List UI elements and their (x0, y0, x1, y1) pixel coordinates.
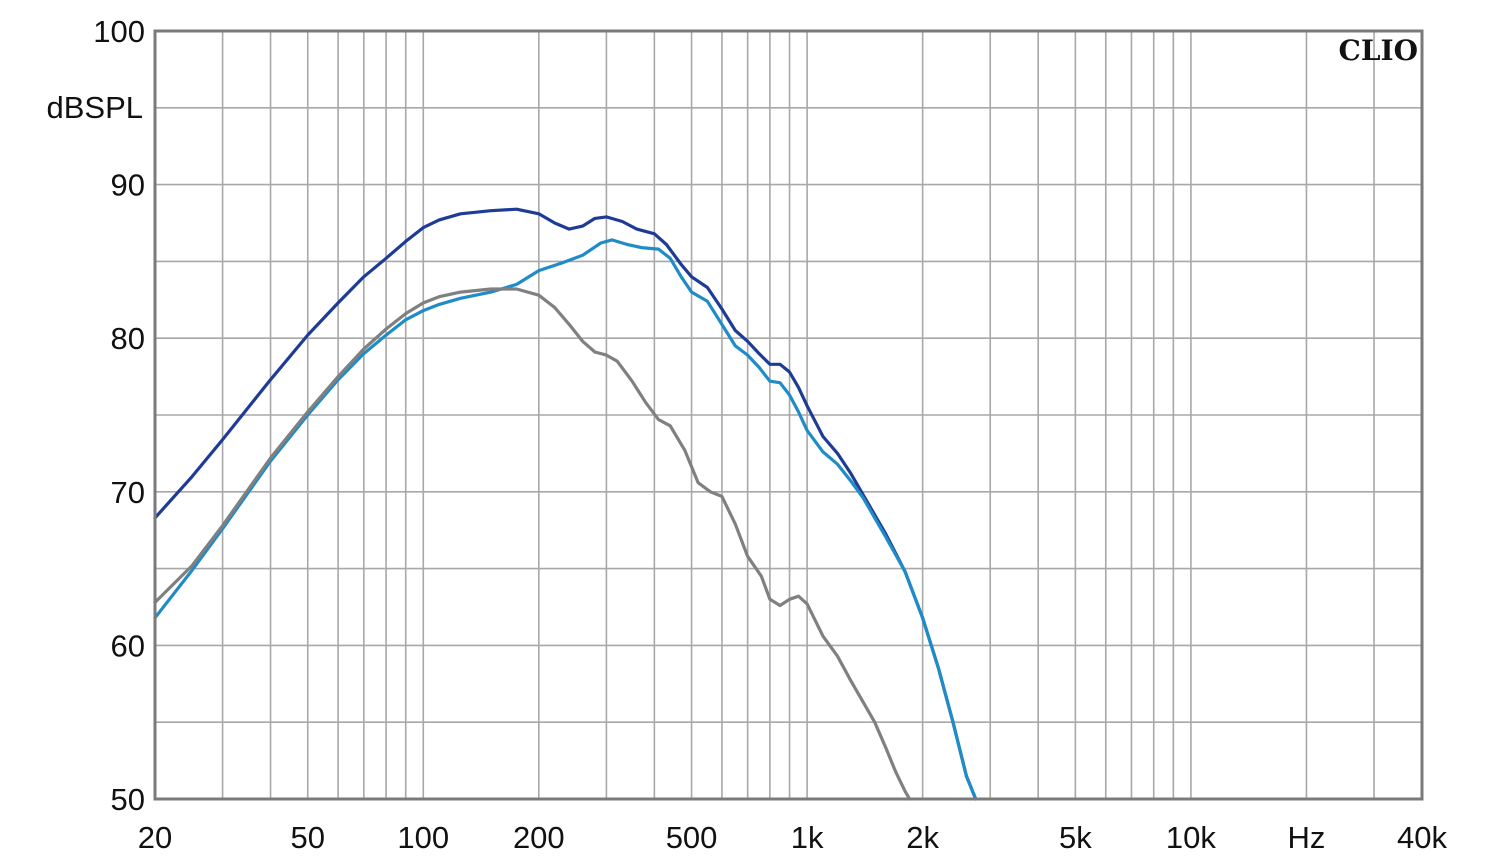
plot-frame (153, 29, 1424, 801)
y-tick-label: 90 (111, 168, 145, 203)
x-tick-label: 5k (1059, 820, 1092, 855)
x-tick-label: 1k (791, 820, 824, 855)
y-tick-label: 100 (93, 14, 145, 49)
grid (155, 31, 1422, 799)
y-tick-label: 60 (111, 628, 145, 663)
series-line-2 (153, 238, 978, 801)
x-tick-label: 50 (290, 820, 324, 855)
x-tick-label: 40k (1397, 820, 1447, 855)
x-tick-label: 200 (513, 820, 565, 855)
y-tick-label: 70 (111, 475, 145, 510)
x-tick-label: 100 (397, 820, 449, 855)
x-tick-label: 10k (1166, 820, 1216, 855)
series-lines (153, 207, 978, 801)
x-tick-label: 20 (138, 820, 172, 855)
x-unit-label: Hz (1288, 820, 1326, 855)
y-tick-label: 50 (111, 782, 145, 817)
x-tick-labels: 20 50 100 200 500 1k 2k 5k 10k 40k Hz (138, 820, 1448, 855)
x-tick-label: 500 (666, 820, 718, 855)
clio-logo-text: CLIO (1339, 34, 1418, 67)
x-tick-label: 2k (906, 820, 939, 855)
series-line-1 (153, 207, 978, 801)
series-line-3 (153, 287, 912, 801)
y-axis-label: dBSPL (46, 90, 143, 125)
y-tick-labels: 100 90 80 70 60 50 (93, 14, 145, 817)
y-tick-label: 80 (111, 321, 145, 356)
